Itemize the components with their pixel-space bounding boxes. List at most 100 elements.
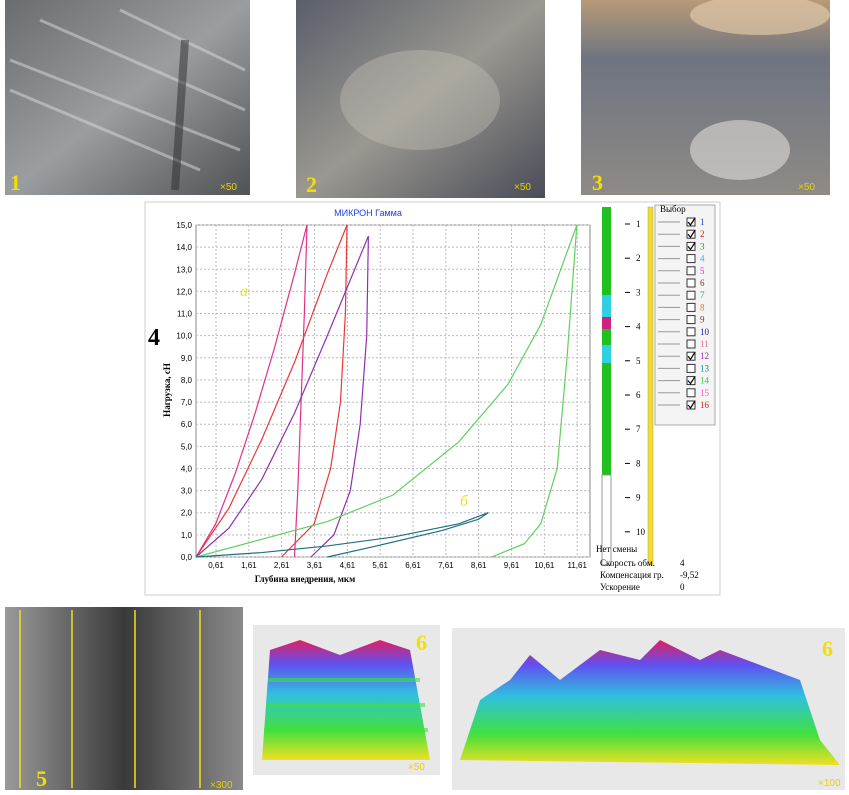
x-tick-label: 11,61 bbox=[567, 561, 587, 570]
y-tick-label: 14,0 bbox=[176, 243, 192, 252]
y-tick-label: 4,0 bbox=[181, 464, 193, 473]
checkbox[interactable] bbox=[687, 364, 695, 372]
indicator-bar bbox=[602, 207, 611, 475]
x-tick-label: 10,61 bbox=[534, 561, 555, 570]
scale-label: 4 bbox=[636, 322, 641, 332]
item-label: 6 bbox=[700, 278, 705, 288]
y-tick-label: 6,0 bbox=[181, 420, 193, 429]
item-label: 14 bbox=[700, 376, 710, 386]
item-label: 1 bbox=[700, 217, 705, 227]
scale-label: 6 bbox=[636, 390, 641, 400]
y-tick-label: 12,0 bbox=[176, 287, 192, 296]
x-tick-label: 4,61 bbox=[340, 561, 356, 570]
surface-3d bbox=[452, 628, 845, 790]
y-axis-label: Нагрузка, сН bbox=[162, 363, 172, 417]
x-tick-label: 7,61 bbox=[438, 561, 454, 570]
indicator-mark bbox=[602, 345, 611, 363]
item-label: 7 bbox=[700, 290, 705, 300]
item-label: 16 bbox=[700, 400, 710, 410]
micrograph-2 bbox=[296, 0, 545, 198]
plot-area: 0,0 1,0 2,0 3,0 4,0 5,0 6,0 7,0 8,0 9,0 10,0 11,0 12… bbox=[176, 221, 590, 570]
y-tick-label: 8,0 bbox=[181, 376, 193, 385]
panel-number: 6 bbox=[416, 630, 427, 655]
item-label: 12 bbox=[700, 351, 709, 361]
x-tick-label: 5,61 bbox=[372, 561, 388, 570]
y-tick-label: 15,0 bbox=[176, 221, 192, 230]
y-tick-label: 5,0 bbox=[181, 442, 193, 451]
annotation: а bbox=[240, 283, 248, 300]
status: Нет смены bbox=[596, 544, 637, 554]
magnification: ×50 bbox=[408, 762, 425, 773]
item-label: 5 bbox=[700, 266, 705, 276]
scale-label: 2 bbox=[636, 253, 641, 263]
param-value: 4 bbox=[680, 558, 685, 568]
chart-title: МИКРОН Гамма bbox=[334, 208, 402, 218]
yellow-bar bbox=[648, 207, 653, 565]
item-label: 15 bbox=[700, 388, 710, 398]
checkbox[interactable] bbox=[687, 328, 695, 336]
checkbox[interactable] bbox=[687, 255, 695, 263]
panel-number: 5 bbox=[36, 766, 47, 791]
panel-number: 4 bbox=[148, 325, 160, 351]
param-label: Скорость обм. bbox=[600, 558, 655, 568]
checkbox[interactable] bbox=[687, 389, 695, 397]
checkbox[interactable] bbox=[687, 291, 695, 299]
panel-number: 1 bbox=[10, 170, 21, 195]
scale-label: 8 bbox=[636, 458, 641, 468]
y-tick-label: 3,0 bbox=[181, 487, 193, 496]
panel-number: 3 bbox=[592, 170, 603, 195]
item-label: 4 bbox=[700, 254, 705, 264]
scale-label: 3 bbox=[636, 287, 641, 297]
param-label: Ускорение bbox=[600, 582, 640, 592]
panel-number: 2 bbox=[306, 172, 317, 197]
y-tick-label: 13,0 bbox=[176, 265, 192, 274]
y-tick-label: 11,0 bbox=[177, 310, 193, 319]
x-tick-label: 2,61 bbox=[274, 561, 290, 570]
magnification: ×300 bbox=[210, 780, 233, 791]
micrograph-1 bbox=[5, 0, 250, 195]
panel-number: 6 bbox=[822, 636, 833, 661]
magnification: ×50 bbox=[798, 182, 815, 193]
param-value: 0 bbox=[680, 582, 685, 592]
plot-frame bbox=[196, 225, 590, 557]
y-tick-label: 7,0 bbox=[181, 398, 193, 407]
figure: 1 ×50 2 ×50 3 ×50 МИКРОН Гамма 4 Глубина… bbox=[0, 0, 849, 795]
magnification: ×100 bbox=[818, 778, 841, 789]
item-label: 10 bbox=[700, 327, 710, 337]
indicator-mark bbox=[602, 317, 611, 329]
item-label: 11 bbox=[700, 339, 709, 349]
checkbox[interactable] bbox=[687, 340, 695, 348]
scale-label: 5 bbox=[636, 356, 641, 366]
scale-label: 7 bbox=[636, 424, 641, 434]
indicator-mark bbox=[602, 295, 611, 317]
scale-label: 10 bbox=[636, 527, 646, 537]
x-tick-label: 1,61 bbox=[241, 561, 257, 570]
x-tick-label: 9,61 bbox=[504, 561, 520, 570]
x-tick-label: 3,61 bbox=[307, 561, 323, 570]
item-label: 9 bbox=[700, 315, 705, 325]
scale-label: 1 bbox=[636, 219, 641, 229]
micrograph-3 bbox=[581, 0, 830, 195]
x-tick-label: 0,61 bbox=[208, 561, 224, 570]
checkbox[interactable] bbox=[687, 303, 695, 311]
y-tick-label: 2,0 bbox=[181, 509, 193, 518]
micrograph-5 bbox=[5, 607, 243, 790]
x-axis-label: Глубина внедрения, мкм bbox=[255, 574, 355, 584]
param-label: Компенсация гр. bbox=[600, 570, 664, 580]
param-value: -9,52 bbox=[680, 570, 699, 580]
y-tick-label: 9,0 bbox=[181, 354, 193, 363]
scale-label: 9 bbox=[636, 493, 641, 503]
x-tick-label: 8,61 bbox=[471, 561, 487, 570]
magnification: ×50 bbox=[514, 182, 531, 193]
item-label: 13 bbox=[700, 363, 710, 373]
y-tick-label: 0,0 bbox=[181, 553, 193, 562]
y-tick-label: 1,0 bbox=[181, 531, 193, 540]
annotation: б bbox=[460, 493, 469, 510]
select-title: Выбор bbox=[660, 204, 686, 214]
item-label: 8 bbox=[700, 302, 705, 312]
checkbox[interactable] bbox=[687, 267, 695, 275]
y-tick-label: 10,0 bbox=[176, 332, 192, 341]
x-tick-label: 6,61 bbox=[405, 561, 421, 570]
checkbox[interactable] bbox=[687, 316, 695, 324]
checkbox[interactable] bbox=[687, 279, 695, 287]
